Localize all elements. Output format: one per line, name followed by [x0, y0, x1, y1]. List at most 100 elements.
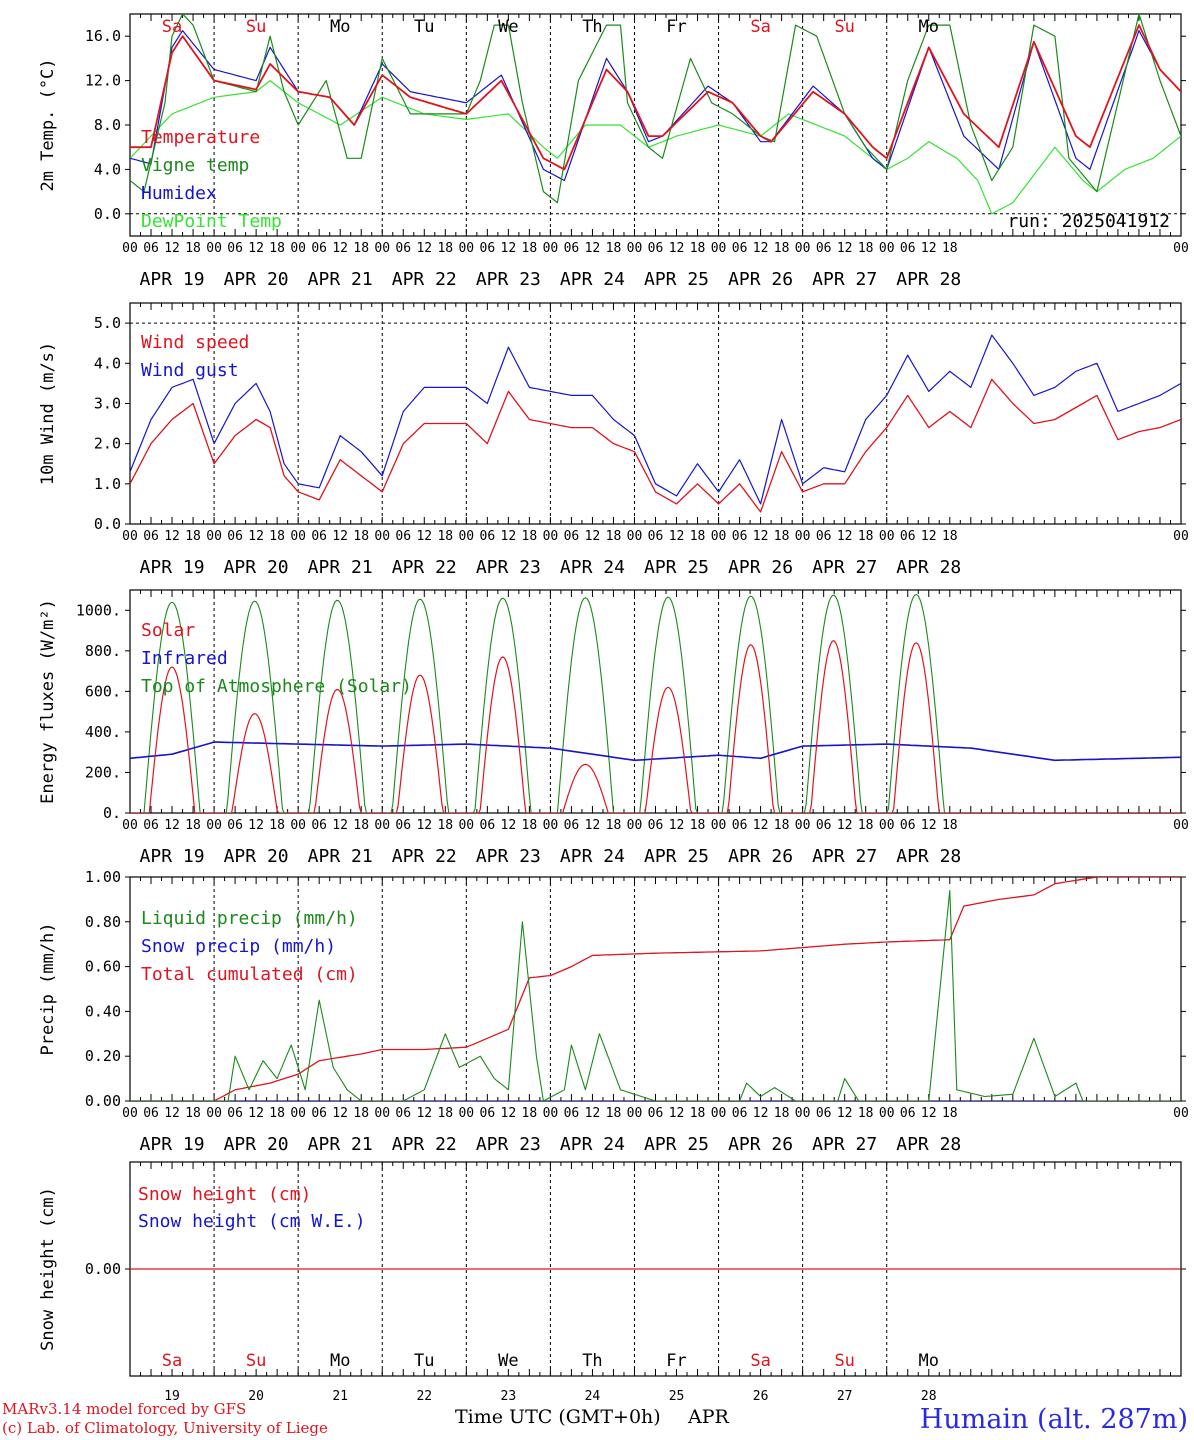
x-tick-label: 12	[332, 529, 348, 544]
x-tick-label: 18	[269, 529, 285, 544]
y-tick-label: 8.0	[94, 116, 121, 134]
x-tick-label: 00	[627, 1106, 643, 1121]
x-tick-label: 18	[774, 1106, 790, 1121]
x-tick-label: 00	[1173, 529, 1189, 544]
day-name: Th	[582, 1351, 602, 1371]
x-tick-label: 06	[395, 529, 411, 544]
legend-entry: Wind speed	[141, 332, 249, 353]
x-tick-label: 06	[227, 1106, 243, 1121]
date-label: APR 19	[140, 1134, 205, 1155]
x-tick-label: 18	[690, 1106, 706, 1121]
x-tick-label: 18	[690, 529, 706, 544]
y-axis-label: 10m Wind (m/s)	[38, 342, 58, 485]
x-tick-label: 00	[122, 529, 138, 544]
date-label: APR 25	[644, 269, 709, 290]
series-line-infrared	[130, 741, 1181, 762]
x-tick-label: 00	[458, 241, 474, 256]
x-tick-label: 12	[332, 241, 348, 256]
x-tick-label: 18	[185, 241, 201, 256]
date-label: APR 19	[140, 557, 205, 578]
day-name: Mo	[919, 1351, 939, 1371]
day-name: Mo	[330, 17, 350, 37]
date-label: APR 26	[728, 1134, 793, 1155]
y-tick-label: 1.0	[94, 475, 121, 493]
x-tick-label: 18	[774, 529, 790, 544]
x-tick-label: 00	[711, 241, 727, 256]
day-name: Fr	[666, 17, 686, 37]
x-tick-label: 12	[585, 1106, 601, 1121]
date-label: APR 25	[644, 846, 709, 867]
bottom-date-label: 24	[585, 1389, 601, 1404]
x-tick-label: 18	[942, 529, 958, 544]
bottom-date-label: 27	[837, 1389, 853, 1404]
day-name: We	[498, 1351, 518, 1371]
date-label: APR 23	[476, 557, 541, 578]
x-tick-label: 12	[248, 1106, 264, 1121]
x-tick-label: 06	[732, 1106, 748, 1121]
x-tick-label: 06	[648, 241, 664, 256]
x-tick-label: 00	[122, 818, 138, 833]
day-name: Th	[582, 17, 602, 37]
panel-2: 0.0 1.0 2.0 3.0 4.0 5.0 10m Wind (m/s) Wind spe…	[38, 302, 1189, 578]
x-tick-label: 18	[353, 818, 369, 833]
x-tick-label: 00	[627, 818, 643, 833]
series-line-temperature	[130, 24, 1181, 171]
y-tick-label: 0.00	[85, 1092, 121, 1110]
bottom-date-label: 26	[753, 1389, 769, 1404]
x-tick-label: 00	[374, 818, 390, 833]
x-tick-label: 12	[501, 818, 517, 833]
x-tick-label: 18	[353, 1106, 369, 1121]
x-tick-label: 06	[480, 241, 496, 256]
day-name: Tu	[414, 1351, 434, 1371]
x-tick-label: 18	[353, 529, 369, 544]
date-label: APR 27	[812, 557, 877, 578]
x-tick-label: 18	[185, 818, 201, 833]
station-label: Humain (alt. 287m)	[920, 1404, 1188, 1435]
legend-entry: Vigne temp	[141, 155, 249, 176]
date-label: APR 26	[728, 269, 793, 290]
x-tick-label: 06	[395, 818, 411, 833]
x-tick-label: 18	[942, 1106, 958, 1121]
legend-entry: Infrared	[141, 648, 228, 669]
x-tick-label: 12	[585, 241, 601, 256]
day-name: Su	[246, 1351, 266, 1371]
x-tick-label: 06	[564, 529, 580, 544]
x-tick-label: 12	[501, 241, 517, 256]
x-tick-label: 18	[606, 529, 622, 544]
x-tick-label: 12	[164, 818, 180, 833]
x-tick-label: 00	[543, 818, 559, 833]
x-tick-label: 00	[543, 1106, 559, 1121]
bottom-date-label: 19	[164, 1389, 180, 1404]
x-tick-label: 12	[921, 529, 937, 544]
x-tick-label: 18	[185, 1106, 201, 1121]
x-tick-label: 00	[627, 529, 643, 544]
x-tick-label: 12	[753, 818, 769, 833]
x-tick-label: 00	[543, 529, 559, 544]
date-label: APR 24	[560, 846, 625, 867]
x-tick-label: 18	[858, 1106, 874, 1121]
x-tick-label: 00	[711, 529, 727, 544]
x-tick-label: 12	[921, 241, 937, 256]
legend-entry: Snow height (cm)	[138, 1184, 311, 1205]
x-tick-label: 12	[332, 818, 348, 833]
bottom-date-label: 20	[248, 1389, 264, 1404]
series-group	[130, 877, 1181, 1101]
x-tick-label: 00	[1173, 241, 1189, 256]
date-label: APR 21	[308, 1134, 373, 1155]
plot-frame	[129, 13, 1182, 237]
day-name: Mo	[330, 1351, 350, 1371]
x-tick-label: 06	[900, 529, 916, 544]
x-tick-label: 18	[690, 818, 706, 833]
x-tick-label: 18	[690, 241, 706, 256]
x-tick-label: 00	[206, 241, 222, 256]
x-tick-label: 12	[669, 241, 685, 256]
x-tick-label: 06	[648, 529, 664, 544]
y-tick-label: 0.20	[85, 1047, 121, 1065]
series-line-top-of-atmosphere-solar-	[130, 593, 1181, 813]
x-tick-label: 06	[564, 818, 580, 833]
legend-entry: Wind gust	[141, 360, 239, 381]
x-tick-label: 06	[900, 1106, 916, 1121]
panel-4: 0.00 0.20 0.40 0.60 0.80 1.00 Precip (mm/h) Liq…	[38, 868, 1189, 1155]
series-group	[130, 14, 1181, 215]
x-tick-label: 00	[290, 1106, 306, 1121]
